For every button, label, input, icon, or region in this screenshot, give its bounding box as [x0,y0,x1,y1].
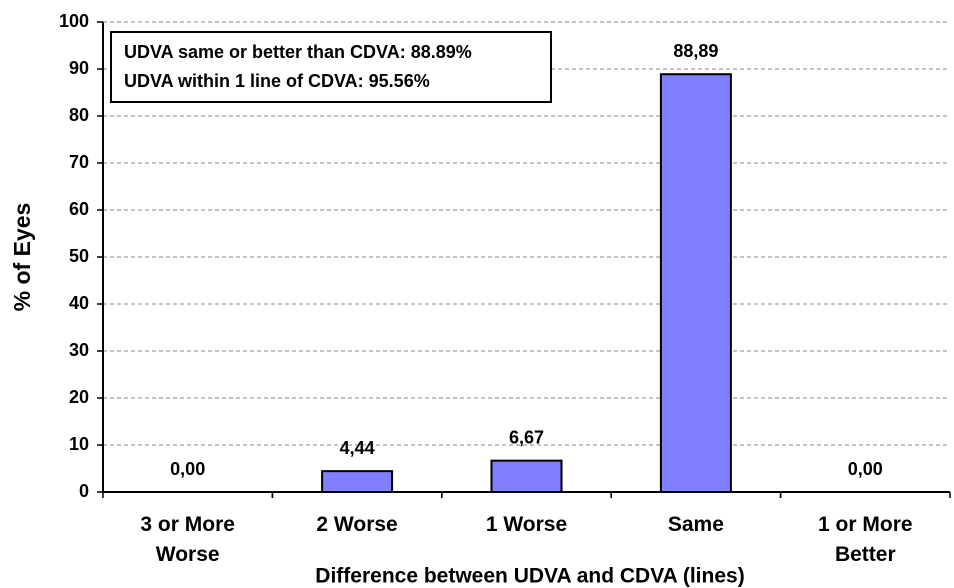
annotation: UDVA within 1 line of CDVA: 95.56% [124,71,430,91]
y-tick-label: 50 [69,246,89,266]
bar [490,459,563,493]
y-tick-label: 10 [69,434,89,454]
value-label: 4,44 [340,438,375,458]
x-tick-label: Same [667,513,724,536]
y-tick-label: 20 [69,387,89,407]
value-label: 6,67 [509,427,544,447]
value-label: 88,89 [673,41,718,61]
y-tick-label: 100 [59,11,89,31]
bar [659,73,732,493]
x-tick-label: 1 Worse [485,513,568,536]
y-tick-label: 90 [69,58,89,78]
y-tick-label: 70 [69,152,89,172]
y-tick-label: 40 [69,293,89,313]
annotation-box [110,31,552,103]
y-tick-label: 60 [69,199,89,219]
x-axis-label: Difference between UDVA and CDVA (lines) [315,565,744,588]
y-tick-label: 80 [69,105,89,125]
y-axis-label: % of Eyes [9,203,35,312]
x-tick-label: 2 Worse [316,513,398,536]
x-tick-label: 3 or More Worse [140,513,235,566]
value-label: 0,00 [848,459,883,479]
x-tick-label: 1 or More Better [818,513,913,566]
y-tick-label: 30 [69,340,89,360]
value-label: 0,00 [170,459,205,479]
bar [321,470,394,493]
y-tick-label: 0 [79,481,89,501]
annotation: UDVA same or better than CDVA: 88.89% [124,42,472,62]
